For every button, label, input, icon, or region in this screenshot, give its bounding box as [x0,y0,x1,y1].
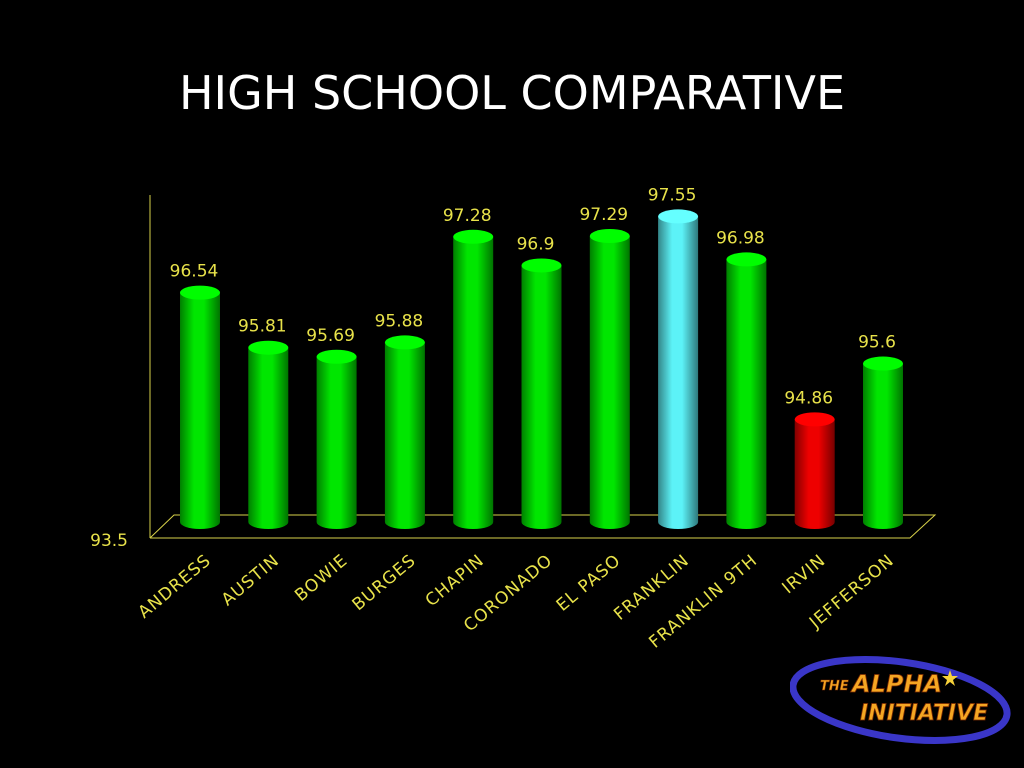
bar-top [248,340,289,355]
value-label: 95.6 [858,333,896,353]
value-label: 96.9 [517,234,555,254]
bar-top [726,252,767,267]
category-label: BOWIE [291,551,352,606]
bar-body [794,419,835,530]
bar-body [658,216,699,530]
bar-franklin-9th [726,252,767,530]
bar-irvin [794,412,835,530]
logo-line1: ALPHA [850,670,942,698]
bar-top [589,229,630,244]
bar-chapin [453,229,494,530]
bar-top [794,412,835,427]
bar-body [180,292,220,529]
bar-top [453,229,494,244]
chart-floor [149,514,937,539]
value-label: 95.81 [238,317,287,337]
logo-line1-small: THE [820,679,849,694]
y-axis-min-label: 93.5 [90,531,128,551]
bar-top [863,356,903,371]
chart-bars [180,209,903,530]
value-label: 96.98 [716,228,765,248]
value-label: 94.86 [784,388,833,408]
bar-body [726,259,767,530]
value-label: 97.29 [579,205,628,225]
bar-body [316,356,357,529]
bar-austin [248,340,289,530]
category-label: ANDRESS [135,551,216,623]
category-label: CHAPIN [422,551,489,611]
chart-value-labels: 96.54 95.81 95.69 95.88 97.28 96.9 97.29 97.55 9… [170,185,896,408]
bar-top [658,209,699,224]
bar-top [316,349,357,364]
bar-jefferson [863,356,903,529]
bar-el-paso [589,229,630,530]
bar-andress [180,285,220,529]
chart-axes: 93.5 [90,195,937,551]
bar-body [521,265,562,530]
bar-body [248,347,289,530]
bar-body [589,236,630,530]
bar-bowie [316,349,357,529]
bar-franklin [658,209,699,530]
value-label: 95.88 [375,311,424,331]
category-label: BURGES [349,551,421,616]
bar-body [863,363,903,529]
bar-top [521,258,562,273]
bar-top [384,335,425,350]
value-label: 95.69 [306,326,355,346]
category-label: AUSTIN [218,551,284,611]
bar-burges [384,335,425,530]
value-label: 97.28 [443,206,492,226]
logo-line2: INITIATIVE [860,701,988,726]
logo-ring-icon [790,655,1011,745]
category-label: IRVIN [779,551,830,599]
slide-title: HIGH SCHOOL COMPARATIVE [178,66,846,120]
star-icon [942,670,958,686]
alpha-initiative-logo: THE ALPHA INITIATIVE [790,655,1011,745]
bar-body [384,342,425,530]
bar-coronado [521,258,562,530]
bar-body [453,236,494,530]
value-label: 97.55 [648,185,697,205]
value-label: 96.54 [170,262,219,282]
bar-top [180,285,220,300]
